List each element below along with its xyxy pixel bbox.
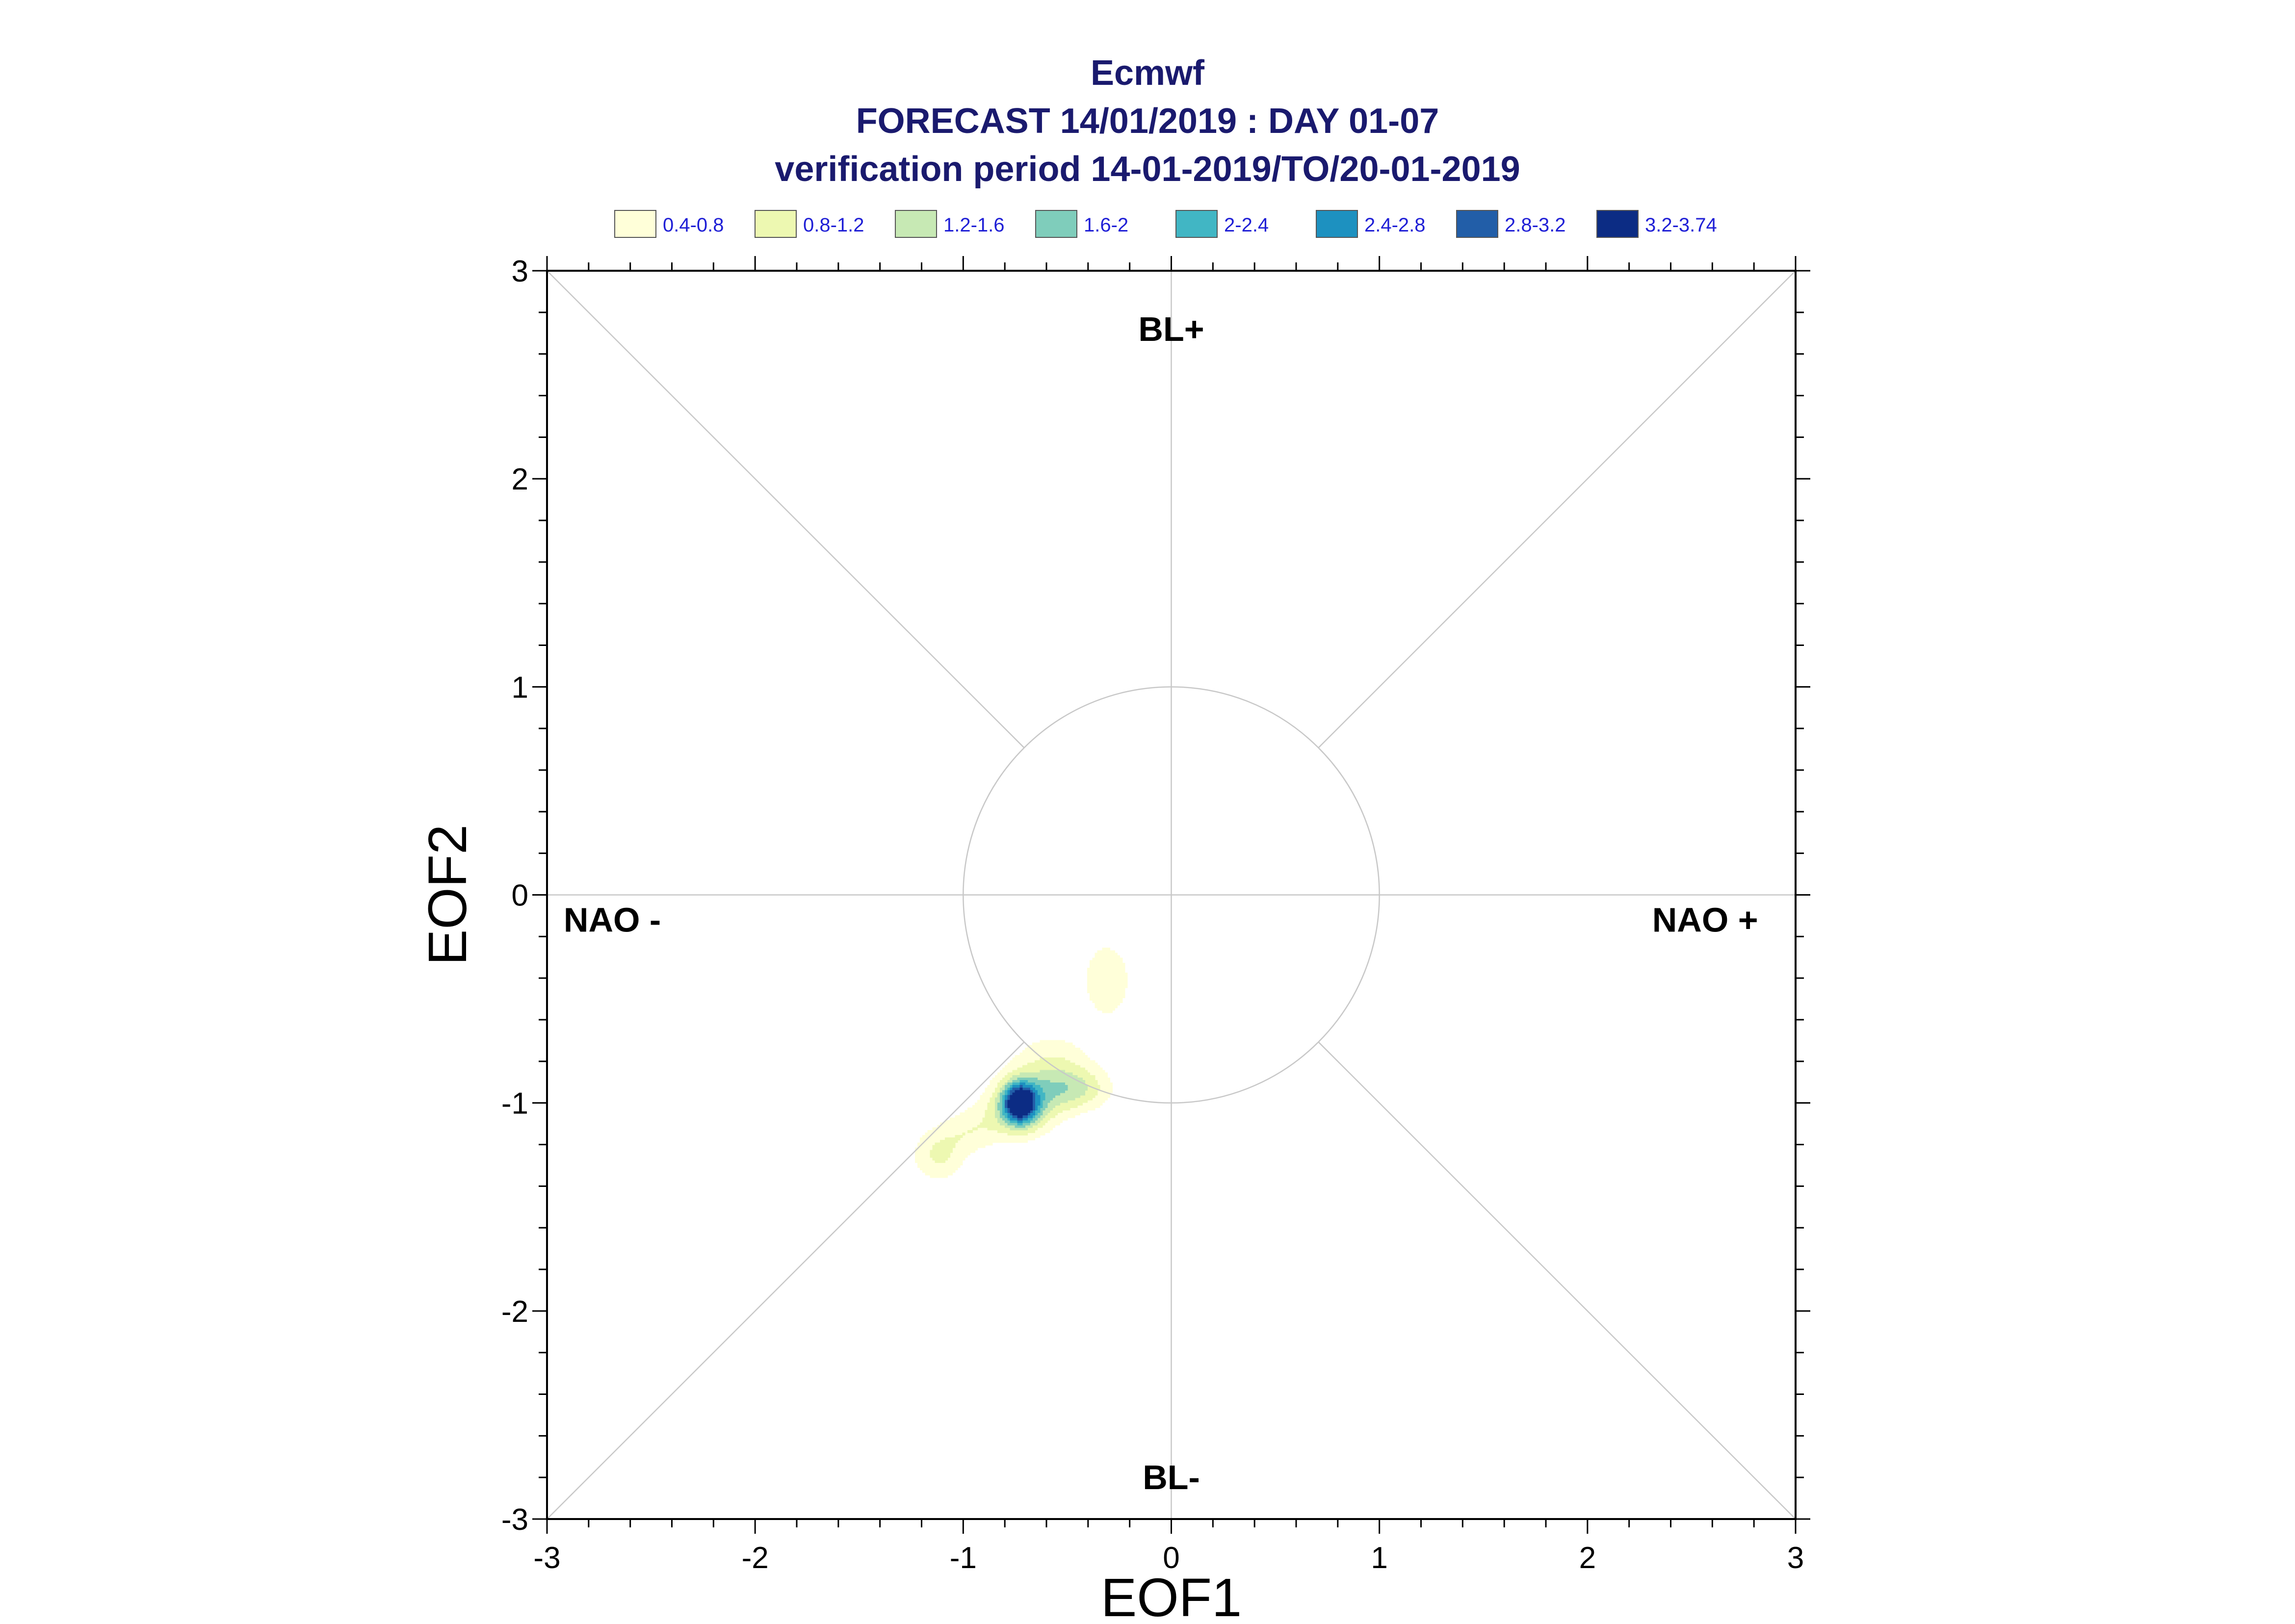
- y-tick-label: -1: [501, 1087, 528, 1121]
- legend-swatch: [755, 210, 797, 238]
- diagonal-line: [547, 1041, 1025, 1520]
- regime-label: BL+: [1138, 310, 1204, 348]
- legend-swatch: [1175, 210, 1218, 238]
- x-axis-label: EOF1: [1101, 1568, 1242, 1624]
- legend-swatch: [1596, 210, 1639, 238]
- legend-swatch: [895, 210, 937, 238]
- diagonal-line: [547, 270, 1025, 748]
- y-tick-label: 2: [512, 463, 528, 496]
- density-band-1.2-1.6: [994, 1070, 1088, 1131]
- density-band-0.8-1.2: [930, 1057, 1100, 1163]
- legend-label: 2-2.4: [1224, 214, 1269, 236]
- x-tick-label: -2: [742, 1541, 769, 1575]
- x-tick-label: 2: [1579, 1541, 1596, 1575]
- y-tick-label: -3: [501, 1503, 528, 1537]
- reference-circle: [963, 686, 1380, 1104]
- x-tick-label: -1: [950, 1541, 977, 1575]
- diagonal-line: [1318, 270, 1796, 748]
- legend-label: 1.2-1.6: [943, 214, 1005, 236]
- legend-label: 2.8-3.2: [1505, 214, 1566, 236]
- chart-title-line-2: FORECAST 14/01/2019 : DAY 01-07: [856, 102, 1439, 141]
- plot-area: -3 -2 -1 0 1 2 3 -3 -2 -1 0 1 2 3 EOF1 EOF2 BL+ BL- NAO - N…: [417, 255, 1810, 1624]
- density-legend: 0.4-0.8 0.8-1.2 1.2-1.6 1.6-2 2-2.4 2.4-2.8 2.…: [614, 210, 1717, 238]
- legend-label: 3.2-3.74: [1645, 214, 1717, 236]
- y-tick-label: 1: [512, 670, 528, 704]
- density-band-3.2-3.74: [1007, 1087, 1033, 1118]
- diagonal-line: [1318, 1041, 1796, 1520]
- y-axis-label: EOF2: [417, 825, 478, 965]
- regime-label: NAO -: [564, 901, 661, 939]
- x-tick-label: -3: [533, 1541, 560, 1575]
- density-band-1.6-2: [997, 1077, 1068, 1128]
- y-tick-label: 0: [512, 879, 528, 913]
- regime-label: BL-: [1143, 1458, 1200, 1496]
- legend-swatch: [614, 210, 656, 238]
- chart-title-line-1: Ecmwf: [1090, 53, 1205, 93]
- legend-label: 2.4-2.8: [1364, 214, 1426, 236]
- x-tick-label: 1: [1371, 1541, 1387, 1575]
- legend-swatch: [1316, 210, 1358, 238]
- y-tick-label: -2: [501, 1295, 528, 1329]
- regime-label: NAO +: [1652, 901, 1758, 939]
- legend-label: 0.4-0.8: [663, 214, 724, 236]
- x-tick-label: 3: [1787, 1541, 1804, 1575]
- legend-swatch: [1035, 210, 1077, 238]
- density-band-0.4-0.8: [914, 948, 1128, 1178]
- legend-label: 1.6-2: [1084, 214, 1128, 236]
- chart-title-line-3: verification period 14-01-2019/TO/20-01-…: [775, 150, 1520, 189]
- y-tick-label: 3: [512, 255, 528, 288]
- legend-label: 0.8-1.2: [803, 214, 864, 236]
- legend-swatch: [1456, 210, 1498, 238]
- x-tick-label: 0: [1163, 1541, 1179, 1575]
